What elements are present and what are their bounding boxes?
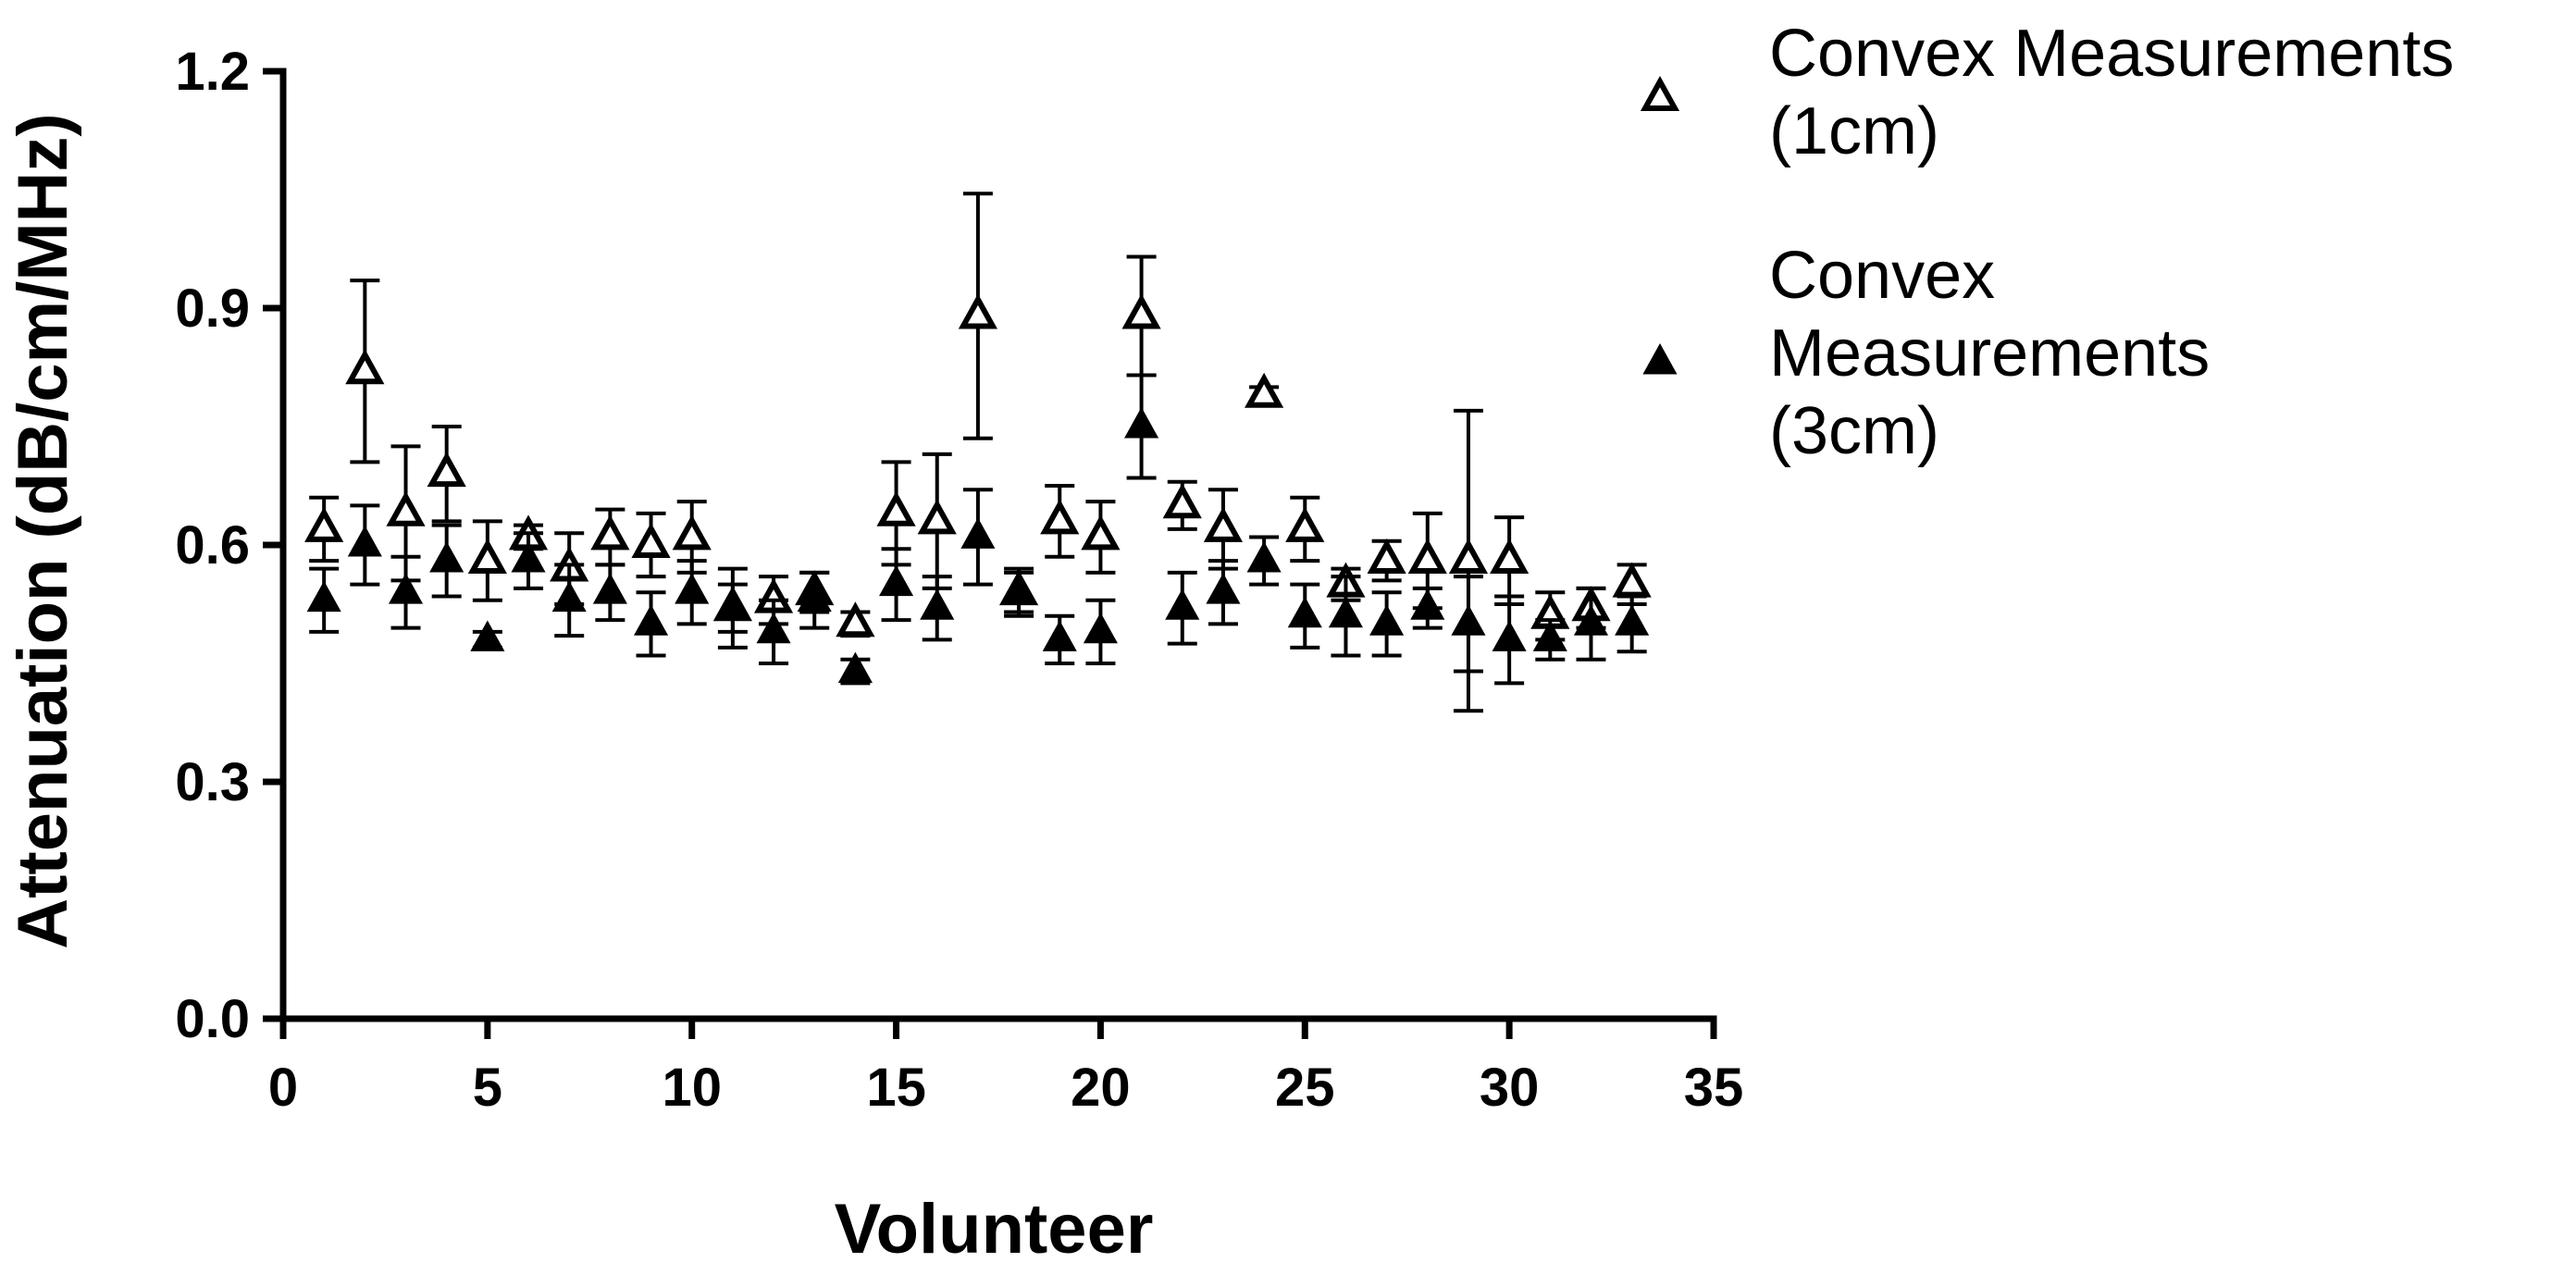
data-point-3cm [675, 573, 710, 604]
data-marks [304, 192, 1652, 713]
data-point-3cm [920, 588, 955, 620]
data-point-1cm [958, 293, 998, 329]
y-tick-label: 0.3 [175, 752, 250, 812]
data-point-1cm [1367, 538, 1406, 575]
legend: Convex Measurements(1cm)ConvexMeasuremen… [1640, 17, 2454, 468]
legend-label-line: Convex Measurements [1769, 17, 2454, 91]
data-point-3cm [633, 604, 669, 636]
data-point-1cm [1245, 372, 1284, 408]
data-point-3cm [470, 620, 505, 651]
legend-label-line: Convex [1769, 239, 1995, 313]
data-point-3cm [1206, 573, 1241, 604]
data-point-1cm [467, 538, 507, 575]
x-tick-label: 15 [866, 1058, 926, 1118]
data-point-1cm [590, 514, 630, 551]
legend-label-line: (1cm) [1769, 94, 1939, 168]
data-point-3cm [1369, 604, 1405, 636]
data-point-3cm [1042, 620, 1077, 651]
x-tick-label: 30 [1480, 1058, 1540, 1118]
data-point-1cm [1162, 483, 1202, 519]
data-point-1cm [1040, 499, 1080, 535]
series-3cm [306, 373, 1650, 686]
data-point-3cm [1573, 604, 1609, 636]
data-point-1cm [1081, 514, 1121, 551]
data-point-3cm [837, 651, 873, 683]
data-point-3cm [1287, 596, 1322, 628]
axes: 0.0 0.3 0.6 0.9 1.2 0 5 10 15 20 25 30 35 [175, 42, 1743, 1118]
data-point-1cm [917, 499, 957, 535]
data-point-3cm [1410, 588, 1445, 620]
data-point-3cm [1001, 573, 1036, 604]
data-point-3cm [388, 573, 424, 604]
x-tick-label: 0 [268, 1058, 298, 1118]
data-point-1cm [876, 490, 916, 526]
data-point-3cm [347, 526, 382, 557]
data-point-3cm [1083, 612, 1118, 644]
legend-label-line: Measurements [1769, 316, 2210, 390]
series-1cm [304, 192, 1652, 713]
data-point-3cm [306, 580, 341, 613]
data-point-3cm [756, 612, 791, 644]
data-point-1cm [1490, 538, 1530, 575]
data-point-3cm [551, 580, 587, 613]
data-point-1cm [1448, 538, 1489, 575]
x-tick-label: 20 [1071, 1058, 1131, 1118]
x-tick-label: 10 [662, 1058, 722, 1118]
data-point-1cm [672, 514, 712, 551]
y-axis-title: Attenuation (dB/cm/MHz) [4, 113, 82, 948]
legend-marker-3cm [1642, 343, 1678, 375]
data-point-3cm [797, 580, 832, 613]
data-point-3cm [1615, 604, 1650, 636]
legend-item-1cm: Convex Measurements(1cm) [1640, 17, 2454, 168]
data-point-1cm [1407, 538, 1447, 575]
data-point-1cm [427, 452, 466, 488]
data-point-3cm [592, 573, 627, 604]
data-point-1cm [1121, 293, 1161, 329]
x-tick-label: 35 [1684, 1058, 1744, 1118]
data-point-1cm [1203, 506, 1244, 542]
data-point-3cm [511, 541, 546, 573]
data-point-3cm [1532, 620, 1567, 651]
y-tick-label: 0.6 [175, 515, 250, 576]
x-tick-label: 25 [1275, 1058, 1335, 1118]
data-point-3cm [960, 517, 996, 549]
y-tick-label: 1.2 [175, 42, 250, 102]
data-point-3cm [1492, 620, 1527, 651]
data-point-3cm [1124, 407, 1159, 439]
x-tick-label: 5 [473, 1058, 502, 1118]
data-point-1cm [836, 601, 875, 638]
data-point-1cm [1285, 506, 1325, 542]
data-point-1cm [386, 490, 426, 526]
data-point-3cm [1451, 604, 1486, 636]
data-point-1cm [304, 506, 344, 542]
legend-marker-1cm [1640, 75, 1680, 111]
data-point-1cm [1612, 562, 1652, 598]
data-point-3cm [1165, 588, 1200, 620]
data-point-3cm [429, 541, 464, 573]
x-axis-title: Volunteer [835, 1190, 1154, 1269]
data-point-3cm [1246, 541, 1282, 573]
y-tick-label: 0.9 [175, 279, 250, 339]
data-point-3cm [1328, 596, 1364, 628]
data-point-3cm [879, 564, 914, 597]
legend-label-line: (3cm) [1769, 394, 1939, 468]
y-tick-label: 0.0 [175, 989, 250, 1049]
data-point-1cm [345, 349, 385, 385]
data-point-1cm [631, 522, 671, 558]
data-point-3cm [715, 588, 750, 620]
